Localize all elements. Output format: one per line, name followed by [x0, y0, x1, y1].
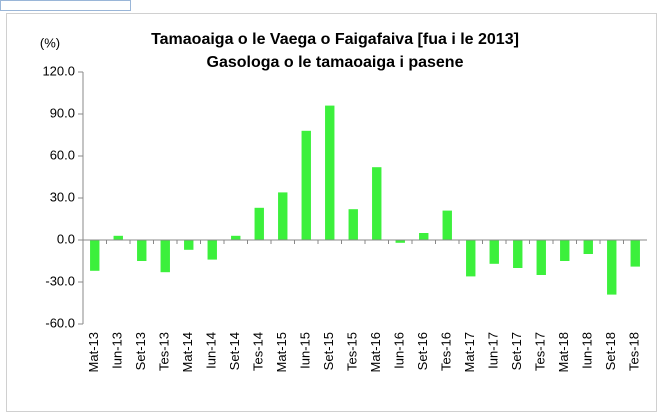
y-tick-label: 0.0: [57, 231, 75, 246]
y-tick-label: 90.0: [50, 105, 75, 120]
bar: [184, 240, 194, 250]
x-tick-label: Set-16: [415, 332, 430, 370]
bar: [607, 240, 617, 295]
x-tick-label: Iun-18: [580, 332, 595, 369]
y-tick-label: -30.0: [45, 273, 75, 288]
bar: [113, 235, 123, 240]
bar: [395, 240, 405, 243]
x-tick-label: Mat-14: [180, 332, 195, 372]
bar: [466, 240, 476, 277]
bar: [231, 235, 241, 240]
x-tick-label: Iun-13: [110, 332, 125, 369]
chart-border: [6, 13, 657, 412]
chart-title: Tamaoaiga o le Vaega o Faigafaiva [fua i…: [151, 31, 519, 48]
x-tick-label: Iun-16: [392, 332, 407, 369]
bar: [137, 240, 147, 261]
x-tick-label: Mat-17: [462, 332, 477, 372]
x-tick-label: Set-18: [603, 332, 618, 370]
tab-outline: [0, 0, 131, 11]
x-tick-label: Tes-16: [439, 332, 454, 371]
bar: [513, 240, 523, 268]
bar: [583, 240, 593, 254]
bar: [348, 209, 358, 240]
bar: [254, 207, 264, 240]
x-tick-label: Set-13: [133, 332, 148, 370]
x-tick-label: Tes-18: [627, 332, 642, 371]
y-axis-label: (%): [40, 35, 60, 50]
x-tick-label: Mat-16: [368, 332, 383, 372]
bar: [419, 233, 429, 240]
bar: [630, 240, 640, 267]
bar: [160, 240, 170, 273]
x-tick-label: Mat-18: [556, 332, 571, 372]
x-tick-label: Tes-17: [533, 332, 548, 371]
bar: [372, 167, 382, 240]
x-tick-label: Tes-13: [157, 332, 172, 371]
x-tick-label: Set-15: [321, 332, 336, 370]
x-tick-label: Mat-15: [274, 332, 289, 372]
x-tick-label: Iun-14: [204, 332, 219, 369]
chart-subtitle: Gasologa o le tamaoaiga i pasene: [207, 54, 464, 71]
bar: [207, 240, 217, 260]
bar: [325, 105, 335, 240]
x-tick-label: Tes-14: [251, 332, 266, 371]
y-tick-label: -60.0: [45, 315, 75, 330]
x-tick-label: Mat-13: [86, 332, 101, 372]
bar: [90, 240, 100, 271]
x-tick-label: Tes-15: [345, 332, 360, 371]
x-tick-label: Set-17: [509, 332, 524, 370]
bar: [489, 240, 499, 264]
y-tick-label: 30.0: [50, 189, 75, 204]
bar: [560, 240, 570, 261]
y-tick-label: 60.0: [50, 147, 75, 162]
bar: [442, 210, 452, 240]
y-tick-label: 120.0: [42, 63, 75, 78]
x-tick-label: Iun-15: [298, 332, 313, 369]
x-tick-label: Iun-17: [486, 332, 501, 369]
x-tick-label: Set-14: [227, 332, 242, 370]
bar: [301, 130, 311, 240]
bar: [536, 240, 546, 275]
bar: [278, 192, 288, 240]
